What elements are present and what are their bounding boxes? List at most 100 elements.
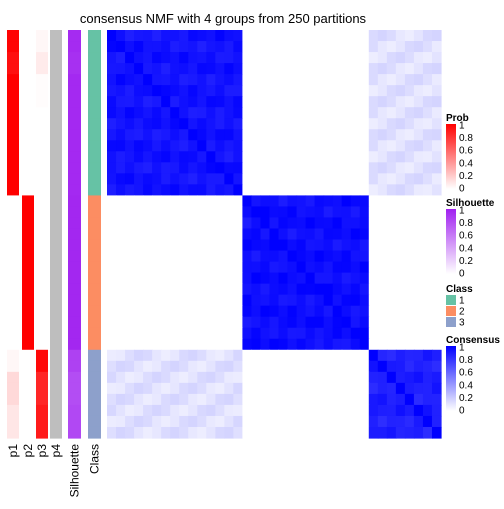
consensus-cell-26-12 xyxy=(215,316,225,329)
consensus-cell-33-7 xyxy=(170,393,180,406)
consensus-cell-5-16 xyxy=(251,85,262,97)
consensus-cell-30-9 xyxy=(188,360,198,373)
consensus-cell-12-7 xyxy=(170,162,180,174)
consensus-cell-29-14 xyxy=(233,349,244,362)
consensus-cell-4-8 xyxy=(179,74,189,86)
consensus-cell-21-17 xyxy=(260,261,271,274)
consensus-cell-28-16 xyxy=(251,338,262,351)
consensus-cell-11-26 xyxy=(341,151,352,163)
consensus-cell-29-19 xyxy=(278,349,289,362)
consensus-cell-14-16 xyxy=(251,184,262,197)
consensus-cell-14-27 xyxy=(350,184,361,197)
consensus-cell-31-16 xyxy=(251,371,262,384)
annotation-cell-p4-34 xyxy=(50,404,62,417)
annotation-cell-p3-14 xyxy=(36,184,48,197)
consensus-cell-9-35 xyxy=(422,129,433,141)
legend-tick-label: 0 xyxy=(459,184,465,195)
consensus-cell-1-16 xyxy=(251,41,262,53)
consensus-cell-30-26 xyxy=(341,360,352,373)
consensus-cell-20-20 xyxy=(287,250,298,263)
consensus-cell-13-16 xyxy=(251,173,262,185)
consensus-cell-28-7 xyxy=(170,338,180,351)
consensus-cell-21-10 xyxy=(197,261,207,274)
consensus-cell-24-27 xyxy=(350,294,361,307)
annotation-cell-p1-8 xyxy=(7,118,19,130)
consensus-cell-1-24 xyxy=(323,41,334,53)
consensus-cell-1-9 xyxy=(188,41,198,53)
annotation-cell-class-15 xyxy=(88,195,101,208)
consensus-cell-20-11 xyxy=(206,250,216,263)
consensus-cell-17-5 xyxy=(152,217,162,230)
consensus-cell-33-22 xyxy=(305,393,316,406)
consensus-cell-3-15 xyxy=(242,63,253,75)
consensus-cell-18-10 xyxy=(197,228,207,241)
consensus-cell-26-32 xyxy=(395,316,406,329)
consensus-cell-31-22 xyxy=(305,371,316,384)
consensus-cell-30-32 xyxy=(395,360,406,373)
consensus-cell-33-34 xyxy=(413,393,424,406)
consensus-cell-35-0 xyxy=(107,415,117,428)
consensus-cell-2-11 xyxy=(206,52,216,64)
consensus-cell-17-30 xyxy=(377,217,388,230)
consensus-cell-33-23 xyxy=(314,393,325,406)
consensus-cell-27-33 xyxy=(404,327,415,340)
consensus-cell-7-4 xyxy=(143,107,153,119)
consensus-cell-12-3 xyxy=(134,162,144,174)
consensus-cell-9-10 xyxy=(197,129,207,141)
consensus-cell-10-34 xyxy=(413,140,424,152)
consensus-cell-35-2 xyxy=(125,415,135,428)
consensus-cell-5-4 xyxy=(143,85,153,97)
annotation-cell-silhouette-15 xyxy=(68,195,81,208)
consensus-cell-2-2 xyxy=(125,52,135,64)
consensus-cell-23-33 xyxy=(404,283,415,296)
consensus-cell-7-2 xyxy=(125,107,135,119)
consensus-cell-20-17 xyxy=(260,250,271,263)
consensus-cell-26-28 xyxy=(359,316,370,329)
consensus-cell-22-11 xyxy=(206,272,216,285)
annotation-cell-p4-13 xyxy=(50,173,62,185)
annotation-cell-p1-9 xyxy=(7,129,19,141)
consensus-cell-17-6 xyxy=(161,217,171,230)
consensus-cell-11-24 xyxy=(323,151,334,163)
consensus-cell-15-26 xyxy=(341,195,352,208)
consensus-cell-7-36 xyxy=(431,107,442,119)
annotation-cell-class-27 xyxy=(88,327,101,340)
consensus-cell-32-33 xyxy=(404,382,415,395)
consensus-cell-31-27 xyxy=(350,371,361,384)
consensus-cell-5-25 xyxy=(332,85,343,97)
consensus-cell-19-18 xyxy=(269,239,280,252)
consensus-cell-13-14 xyxy=(233,173,244,185)
consensus-cell-34-23 xyxy=(314,404,325,417)
consensus-cell-32-3 xyxy=(134,382,144,395)
consensus-cell-10-22 xyxy=(305,140,316,152)
consensus-cell-29-2 xyxy=(125,349,135,362)
annotation-cell-silhouette-17 xyxy=(68,217,81,230)
consensus-cell-14-0 xyxy=(107,184,117,197)
consensus-cell-23-12 xyxy=(215,283,225,296)
consensus-cell-3-30 xyxy=(377,63,388,75)
consensus-cell-10-15 xyxy=(242,140,253,152)
consensus-cell-23-34 xyxy=(413,283,424,296)
annotation-cell-p4-9 xyxy=(50,129,62,141)
consensus-cell-21-19 xyxy=(278,261,289,274)
consensus-cell-20-0 xyxy=(107,250,117,263)
consensus-cell-9-0 xyxy=(107,129,117,141)
consensus-cell-15-15 xyxy=(242,195,253,208)
annotation-cell-p1-31 xyxy=(7,371,19,384)
consensus-cell-6-17 xyxy=(260,96,271,108)
consensus-cell-8-12 xyxy=(215,118,225,130)
consensus-cell-36-5 xyxy=(152,426,162,439)
consensus-cell-16-1 xyxy=(116,206,126,219)
annotation-cell-p3-5 xyxy=(36,85,48,97)
annotation-cell-p3-16 xyxy=(36,206,48,219)
consensus-cell-26-29 xyxy=(368,316,379,329)
consensus-cell-32-24 xyxy=(323,382,334,395)
consensus-cell-34-9 xyxy=(188,404,198,417)
consensus-cell-23-23 xyxy=(314,283,325,296)
consensus-cell-29-6 xyxy=(161,349,171,362)
consensus-cell-23-7 xyxy=(170,283,180,296)
consensus-cell-14-35 xyxy=(422,184,433,197)
consensus-cell-10-14 xyxy=(233,140,244,152)
annotation-cell-p2-36 xyxy=(22,426,34,439)
consensus-cell-33-21 xyxy=(296,393,307,406)
